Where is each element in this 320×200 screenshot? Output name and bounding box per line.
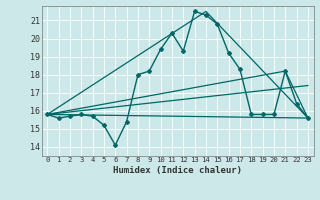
X-axis label: Humidex (Indice chaleur): Humidex (Indice chaleur) [113,166,242,175]
